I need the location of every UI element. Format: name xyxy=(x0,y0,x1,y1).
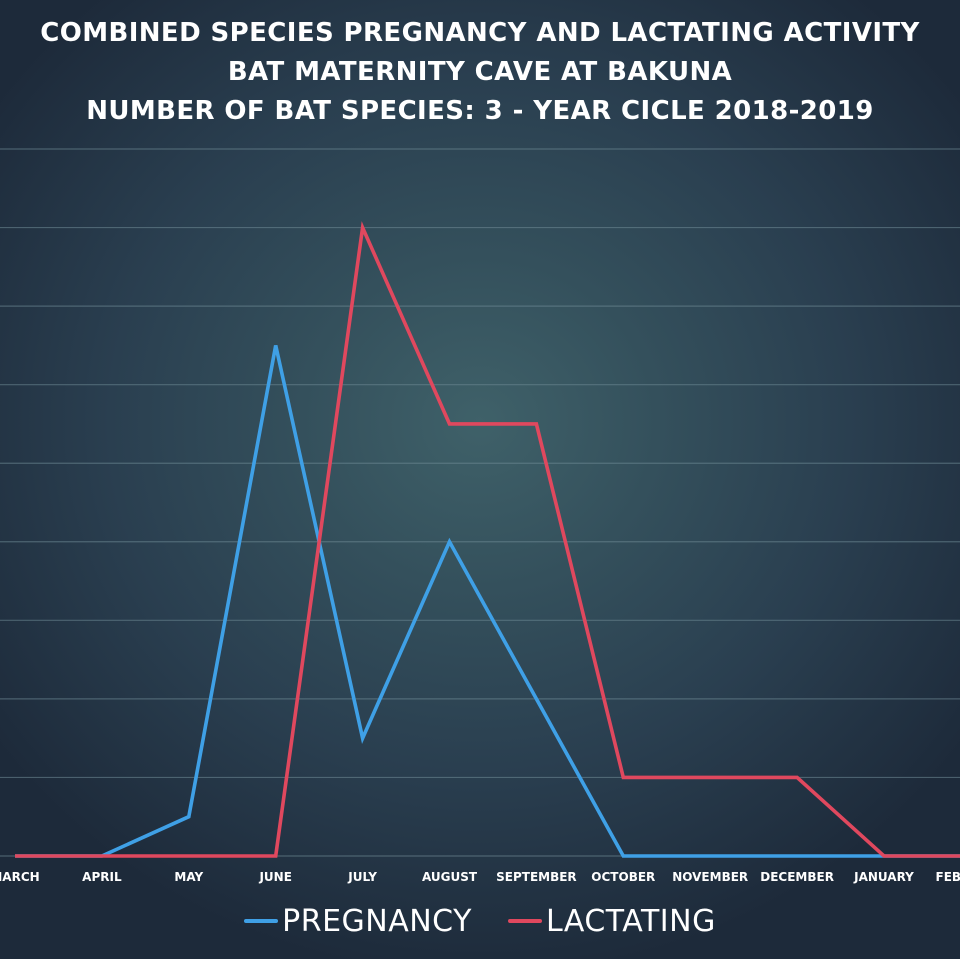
legend-item-pregnancy: PREGNANCY xyxy=(244,904,472,939)
x-axis-tick-labels: MARCH APRIL MAY JUNE JULY AUGUST SEPTEMBER OCTO… xyxy=(0,870,960,884)
chart-title: COMBINED SPECIES PREGNANCY AND LACTATING… xyxy=(0,14,960,131)
legend: PREGNANCY LACTATING xyxy=(0,896,960,946)
chart-title-line-2: BAT MATERNITY CAVE AT BAKUNA xyxy=(227,57,733,87)
legend-item-lactating: LACTATING xyxy=(507,903,716,939)
x-tick-label-march: MARCH xyxy=(0,870,40,884)
x-tick-label-july: JULY xyxy=(347,870,377,884)
x-tick-label-september: SEPTEMBER xyxy=(496,870,577,884)
x-tick-label-december: DECEMBER xyxy=(760,870,834,884)
series-line-pregnancy xyxy=(15,345,960,858)
x-tick-label-february: FEBRUARY xyxy=(936,870,960,884)
legend-label-pregnancy: PREGNANCY xyxy=(282,903,472,939)
chart-title-line-1: COMBINED SPECIES PREGNANCY AND LACTATING… xyxy=(40,18,920,48)
series-line-lactating xyxy=(15,221,960,858)
x-tick-label-november: NOVEMBER xyxy=(672,870,748,884)
x-tick-label-october: OCTOBER xyxy=(591,870,655,884)
grid-lines xyxy=(0,148,960,857)
x-tick-label-august: AUGUST xyxy=(422,870,478,884)
x-tick-label-january: JANUARY xyxy=(853,870,914,884)
legend-label-lactating: LACTATING xyxy=(545,903,716,939)
legend-swatch-pregnancy xyxy=(244,919,279,923)
legend-swatch-lactating xyxy=(507,919,542,923)
x-tick-label-may: MAY xyxy=(174,870,203,884)
chart-title-line-3: NUMBER OF BAT SPECIES: 3 - YEAR CICLE 20… xyxy=(86,96,874,126)
x-tick-label-june: JUNE xyxy=(258,870,291,884)
x-tick-label-april: APRIL xyxy=(82,870,122,884)
series-lines xyxy=(15,221,960,858)
